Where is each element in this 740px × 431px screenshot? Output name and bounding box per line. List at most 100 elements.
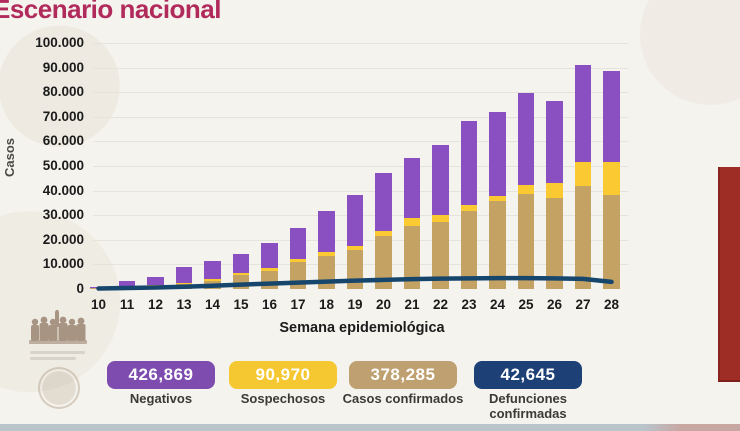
bar-segment-casos-confirmados: [517, 193, 535, 289]
y-tick-label: 100.000: [35, 35, 84, 50]
bar-segment-casos-confirmados: [375, 236, 392, 289]
gridline: [93, 141, 628, 143]
x-tick-label-week-28: 28: [603, 297, 620, 312]
x-tick-label-week-24: 24: [489, 297, 506, 312]
bar-week-28: [603, 71, 620, 289]
gridline: [93, 166, 628, 167]
x-tick-label-week-13: 13: [176, 297, 192, 312]
x-tick-label-week-20: 20: [375, 297, 392, 312]
y-tick-label: 30.000: [42, 207, 84, 223]
x-tick-label-week-26: 26: [546, 297, 563, 312]
bar-segment-negativos: [603, 71, 620, 163]
bar-segment-negativos: [261, 242, 278, 269]
legend-item-casos-confirmados: 378,285 Casos confirmados: [338, 361, 468, 407]
bar-segment-negativos: [460, 121, 478, 205]
legend-label: Negativos: [129, 391, 193, 406]
bar-week-21: [403, 157, 421, 289]
bar-week-26: [546, 101, 563, 289]
y-tick-label: 0: [76, 281, 84, 296]
bar-segment-sospechosos: [346, 245, 364, 250]
gridline: [93, 190, 628, 192]
right-accent-bar: [718, 167, 740, 382]
bar-segment-sospechosos: [603, 162, 620, 195]
y-tick-label: 80.000: [42, 84, 84, 100]
bar-segment-sospechosos: [574, 162, 592, 187]
x-tick-label-week-19: 19: [347, 297, 363, 312]
plot-area: [90, 43, 628, 291]
bar-segment-sospechosos: [232, 272, 250, 275]
x-tick-label-week-12: 12: [147, 297, 164, 312]
bar-segment-casos-confirmados: [546, 197, 563, 289]
x-tick-label-week-11: 11: [119, 297, 135, 312]
bar-segment-sospechosos: [261, 268, 278, 271]
legend-value-badge: 42,645: [474, 361, 582, 389]
bar-segment-sospechosos: [175, 282, 193, 284]
bar-segment-casos-confirmados: [489, 201, 506, 289]
heroes-watermark-icon: [29, 309, 87, 344]
bar-week-20: [375, 172, 392, 289]
bar-segment-sospechosos: [375, 231, 392, 237]
bar-segment-sospechosos: [403, 217, 421, 226]
bar-segment-negativos: [147, 276, 164, 286]
bar-segment-negativos: [318, 210, 335, 252]
caption-watermark: [30, 351, 85, 363]
x-tick-label-week-14: 14: [204, 297, 221, 312]
y-tick-label: 40.000: [42, 182, 84, 198]
y-tick-label: 50.000: [42, 158, 84, 173]
bar-segment-negativos: [574, 64, 592, 163]
x-tick-label-week-17: 17: [290, 297, 306, 312]
bar-segment-negativos: [175, 266, 193, 283]
legend-label: Casos confirmados: [342, 391, 464, 406]
gridline: [93, 43, 628, 44]
deaths-line: [96, 275, 614, 291]
bar-segment-negativos: [432, 144, 449, 216]
y-tick-label: 60.000: [42, 133, 84, 149]
x-tick-label-week-18: 18: [318, 297, 335, 312]
bar-week-27: [574, 64, 592, 289]
bottom-strip: [0, 424, 740, 431]
bar-segment-negativos: [375, 172, 392, 232]
bar-segment-casos-confirmados: [574, 186, 592, 289]
y-tick-label: 20.000: [42, 231, 84, 247]
x-tick-label-week-23: 23: [461, 297, 477, 312]
bar-segment-sospechosos: [432, 215, 449, 223]
bar-segment-sospechosos: [460, 204, 478, 212]
bar-segment-negativos: [403, 157, 421, 218]
gridline: [93, 92, 628, 94]
legend-item-negativos: 426,869 Negativos: [96, 361, 226, 407]
bar-week-22: [432, 144, 449, 289]
bar-segment-casos-confirmados: [460, 211, 478, 289]
legend-value-badge: 378,285: [349, 361, 457, 389]
x-tick-label-week-27: 27: [575, 297, 591, 312]
gridline: [93, 67, 628, 69]
bar-segment-casos-confirmados: [432, 222, 449, 289]
legend-value-badge: 90,970: [229, 361, 337, 389]
legend-value-badge: 426,869: [107, 361, 215, 389]
x-axis-title: Semana epidemiológica: [279, 320, 445, 336]
page-title: Escenario nacional: [0, 0, 221, 24]
bar-segment-negativos: [289, 228, 307, 259]
bar-segment-sospechosos: [546, 183, 563, 198]
bar-segment-sospechosos: [204, 279, 221, 282]
bar-segment-sospechosos: [517, 184, 535, 194]
y-tick-label: 10.000: [42, 256, 84, 272]
legend-item-sospechosos: 90,970 Sospechosos: [218, 361, 348, 407]
bar-segment-sospechosos: [289, 258, 307, 262]
y-tick-label: 90.000: [42, 59, 84, 75]
bar-segment-negativos: [546, 101, 563, 183]
x-tick-label-week-16: 16: [261, 297, 278, 312]
bar-week-23: [460, 121, 478, 289]
x-tick-label-week-10: 10: [90, 297, 107, 312]
bar-segment-sospechosos: [318, 251, 335, 256]
gridline: [93, 116, 628, 118]
legend-label: Defunciones confirmadas: [488, 391, 567, 421]
legend-label: Sospechosos: [240, 391, 326, 406]
x-tick-label-week-21: 21: [404, 297, 420, 312]
bar-segment-negativos: [489, 112, 506, 196]
bar-segment-sospechosos: [489, 195, 506, 202]
y-tick-label: 70.000: [42, 108, 84, 124]
legend-item-defunciones-confirmadas: 42,645 Defunciones confirmadas: [463, 361, 593, 422]
bar-segment-negativos: [346, 194, 364, 246]
x-tick-label-week-15: 15: [233, 297, 249, 312]
